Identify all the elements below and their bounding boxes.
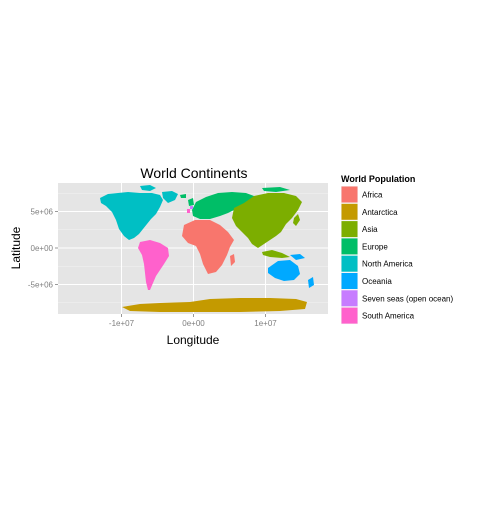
legend-label: South America (362, 312, 415, 321)
continent-asia (232, 193, 302, 248)
y-tick-label: 5e+06 (31, 208, 54, 217)
legend-swatch (341, 255, 358, 272)
legend-label: Seven seas (open ocean) (362, 294, 454, 303)
continent-seven-seas (190, 206, 193, 209)
continent-africa-madagascar (230, 254, 235, 266)
legend-swatch (341, 203, 358, 220)
legend-label: Africa (362, 191, 383, 200)
legend-label: North America (362, 260, 413, 269)
continent-oceania-newguinea (290, 254, 305, 260)
y-tick-label: 0e+00 (31, 244, 54, 253)
continent-asia-arctic (262, 187, 290, 192)
continent-europe (192, 192, 254, 219)
chart-title: World Continents (140, 165, 247, 181)
legend-swatch (341, 221, 358, 238)
legend-swatch (341, 238, 358, 255)
legend-label: Asia (362, 225, 378, 234)
legend: World Population Africa Antarctica Asia Eur… (341, 174, 454, 325)
legend-swatch (341, 307, 358, 324)
y-axis-ticks: 5e+06 0e+00 -5e+06 (28, 208, 58, 290)
continents-layer (100, 185, 314, 312)
continent-antarctica (122, 298, 307, 312)
x-tick-label: -1e+07 (109, 319, 135, 328)
x-axis-ticks: -1e+07 0e+00 1e+07 (109, 314, 277, 328)
legend-swatch (341, 290, 358, 307)
legend-swatch (341, 186, 358, 203)
y-axis-label: Latitude (9, 226, 23, 269)
legend-title: World Population (341, 174, 415, 184)
legend-label: Oceania (362, 277, 392, 286)
continent-north-america (100, 192, 163, 240)
continent-south-america-falklands (187, 209, 190, 213)
continent-europe-iceland (180, 194, 186, 198)
continent-north-america-greenland (162, 191, 178, 203)
continent-asia-japan (293, 214, 300, 226)
continent-south-america (138, 240, 169, 290)
continent-asia-indonesia (262, 250, 290, 258)
x-axis-label: Longitude (167, 333, 220, 347)
continent-oceania (268, 260, 300, 281)
legend-label: Europe (362, 242, 388, 251)
legend-items: Africa Antarctica Asia Europe North America O… (341, 186, 454, 325)
legend-swatch (341, 273, 358, 289)
continent-europe-uk (188, 198, 194, 206)
continent-north-america-islands (140, 185, 156, 191)
y-tick-label: -5e+06 (28, 281, 54, 290)
legend-label: Antarctica (362, 208, 398, 217)
x-tick-label: 0e+00 (182, 319, 205, 328)
continent-oceania-newzealand (308, 277, 314, 288)
continent-africa (182, 220, 234, 274)
x-tick-label: 1e+07 (254, 319, 277, 328)
